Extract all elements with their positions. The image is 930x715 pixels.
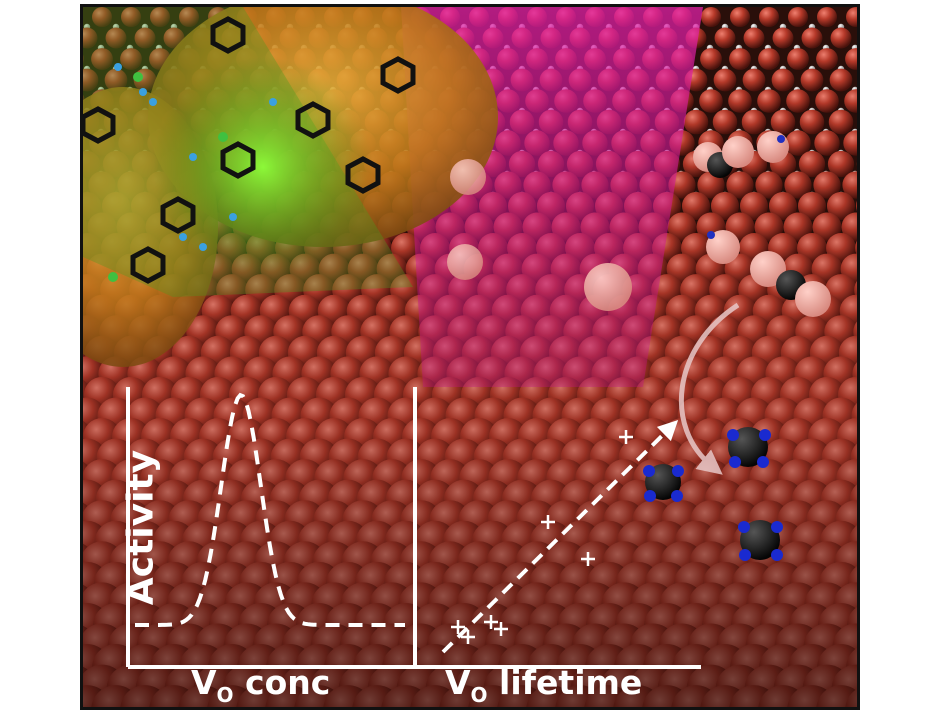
- figure-frame: Activity VO conc VO lifetime: [80, 4, 860, 710]
- data-point-marker: [484, 615, 498, 629]
- lifetime-trend-arrow: [441, 419, 679, 654]
- data-point-marker: [461, 630, 475, 644]
- data-point-marker: [451, 620, 465, 634]
- activity-axis-label: Activity: [120, 449, 162, 606]
- scene-illustration: [83, 7, 857, 707]
- left-plot-axes: [126, 387, 418, 669]
- activity-peak-curve: [135, 392, 405, 627]
- adsorbate-molecules: [447, 131, 831, 317]
- lifetime-data-points: [451, 430, 633, 644]
- data-point-marker: [494, 622, 508, 636]
- data-point-marker: [541, 515, 555, 529]
- organic-molecules: [83, 16, 416, 284]
- right-plot-axes: [413, 387, 701, 669]
- green-glow: [153, 57, 373, 277]
- data-point-marker: [581, 552, 595, 566]
- vo-conc-axis-label: VO conc: [191, 663, 331, 707]
- methane-product-molecules: [643, 427, 783, 561]
- reaction-arrow: [678, 302, 740, 475]
- vo-lifetime-axis-label: VO lifetime: [445, 663, 643, 707]
- data-point-marker: [619, 430, 633, 444]
